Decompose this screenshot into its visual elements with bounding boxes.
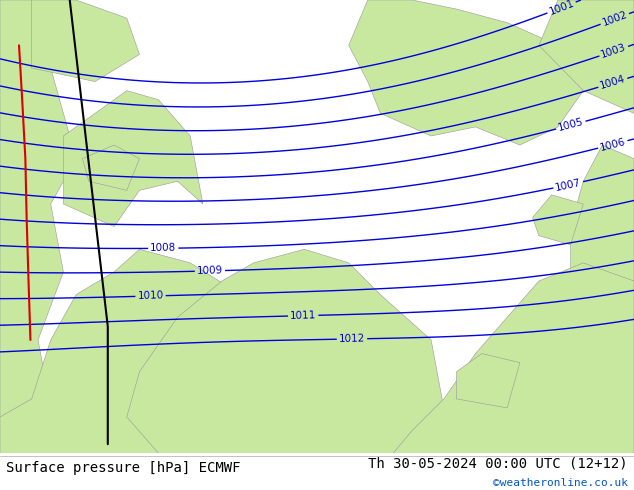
Polygon shape — [82, 145, 139, 191]
Polygon shape — [0, 249, 285, 453]
Text: 1003: 1003 — [600, 42, 628, 60]
Polygon shape — [539, 0, 634, 113]
Text: 1010: 1010 — [138, 291, 164, 301]
Polygon shape — [127, 249, 444, 453]
Text: 1001: 1001 — [548, 0, 576, 17]
Text: 1007: 1007 — [554, 177, 582, 193]
Polygon shape — [456, 354, 520, 408]
Text: 1006: 1006 — [599, 136, 627, 152]
Text: 1011: 1011 — [290, 310, 316, 321]
Text: Th 30-05-2024 00:00 UTC (12+12): Th 30-05-2024 00:00 UTC (12+12) — [368, 457, 628, 470]
Text: 1012: 1012 — [339, 334, 365, 344]
Polygon shape — [0, 0, 76, 453]
Polygon shape — [349, 0, 583, 145]
Text: Surface pressure [hPa] ECMWF: Surface pressure [hPa] ECMWF — [6, 461, 241, 475]
Text: 1009: 1009 — [197, 266, 223, 276]
Polygon shape — [63, 91, 203, 226]
Polygon shape — [32, 0, 139, 82]
Text: 1004: 1004 — [598, 74, 627, 92]
Text: 1002: 1002 — [601, 10, 629, 28]
Polygon shape — [571, 145, 634, 281]
Polygon shape — [533, 195, 583, 245]
Polygon shape — [393, 263, 634, 453]
Text: 1005: 1005 — [557, 117, 585, 133]
Text: ©weatheronline.co.uk: ©weatheronline.co.uk — [493, 478, 628, 488]
Text: 1008: 1008 — [150, 243, 176, 253]
